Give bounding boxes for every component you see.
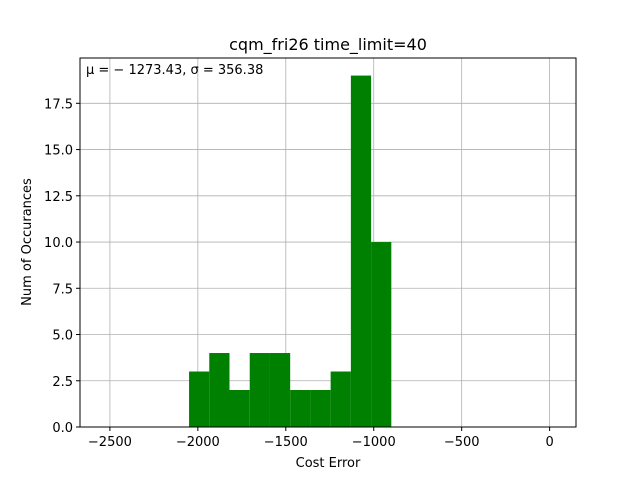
x-axis-ticks: −2500 −2000 −1500 −1000 −500 0 <box>88 427 554 450</box>
histogram-bar <box>350 75 372 428</box>
grid-lines <box>80 58 576 428</box>
histogram-bar <box>269 353 291 427</box>
histogram-bar <box>310 390 331 427</box>
histogram-bar <box>330 371 351 427</box>
y-axis-ticks: 0.0 2.5 5.0 7.5 10.0 12.5 15.0 17.5 <box>44 97 80 436</box>
x-tick-label: −500 <box>444 435 480 450</box>
y-tick-label: 12.5 <box>44 190 73 205</box>
x-axis-label: Cost Error <box>296 456 361 471</box>
histogram-bar <box>189 371 210 427</box>
histogram-bar <box>371 242 392 427</box>
y-tick-label: 7.5 <box>52 282 73 297</box>
x-tick-label: −1000 <box>352 435 396 450</box>
y-tick-label: 5.0 <box>52 329 73 344</box>
x-tick-label: −2500 <box>88 435 132 450</box>
y-axis-label: Num of Occurances <box>20 178 35 306</box>
histogram-bar <box>209 353 230 427</box>
x-tick-label: −2000 <box>176 435 220 450</box>
histogram-bar <box>229 390 250 427</box>
x-tick-label: −1500 <box>264 435 308 450</box>
y-tick-label: 17.5 <box>44 97 73 112</box>
histogram-bar <box>249 353 270 427</box>
histogram-bars <box>189 75 392 428</box>
y-tick-label: 15.0 <box>44 144 73 159</box>
chart-title: cqm_fri26 time_limit=40 <box>229 35 427 55</box>
y-tick-label: 10.0 <box>44 236 73 251</box>
stats-annotation: μ = − 1273.43, σ = 356.38 <box>86 63 263 78</box>
y-tick-label: 2.5 <box>52 375 73 390</box>
y-tick-label: 0.0 <box>52 421 73 436</box>
histogram-bar <box>290 390 311 427</box>
x-tick-label: 0 <box>545 435 553 450</box>
